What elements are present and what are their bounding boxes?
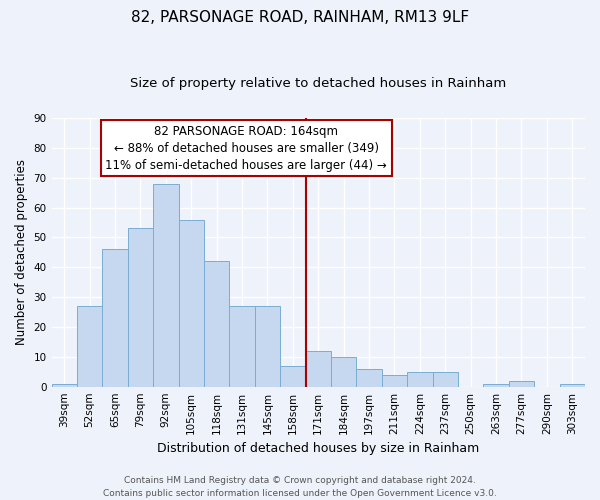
Bar xyxy=(179,220,204,386)
Bar xyxy=(407,372,433,386)
Bar xyxy=(484,384,509,386)
Bar xyxy=(77,306,103,386)
Y-axis label: Number of detached properties: Number of detached properties xyxy=(15,160,28,346)
Bar xyxy=(356,369,382,386)
Bar xyxy=(382,374,407,386)
Bar xyxy=(153,184,179,386)
X-axis label: Distribution of detached houses by size in Rainham: Distribution of detached houses by size … xyxy=(157,442,479,455)
Bar xyxy=(128,228,153,386)
Title: Size of property relative to detached houses in Rainham: Size of property relative to detached ho… xyxy=(130,78,506,90)
Bar xyxy=(560,384,585,386)
Bar xyxy=(433,372,458,386)
Bar xyxy=(331,357,356,386)
Text: 82, PARSONAGE ROAD, RAINHAM, RM13 9LF: 82, PARSONAGE ROAD, RAINHAM, RM13 9LF xyxy=(131,10,469,25)
Bar xyxy=(52,384,77,386)
Bar xyxy=(509,380,534,386)
Bar xyxy=(103,250,128,386)
Bar xyxy=(280,366,305,386)
Bar xyxy=(305,351,331,386)
Text: Contains HM Land Registry data © Crown copyright and database right 2024.
Contai: Contains HM Land Registry data © Crown c… xyxy=(103,476,497,498)
Bar xyxy=(229,306,255,386)
Text: 82 PARSONAGE ROAD: 164sqm
← 88% of detached houses are smaller (349)
11% of semi: 82 PARSONAGE ROAD: 164sqm ← 88% of detac… xyxy=(106,125,387,172)
Bar xyxy=(204,262,229,386)
Bar xyxy=(255,306,280,386)
